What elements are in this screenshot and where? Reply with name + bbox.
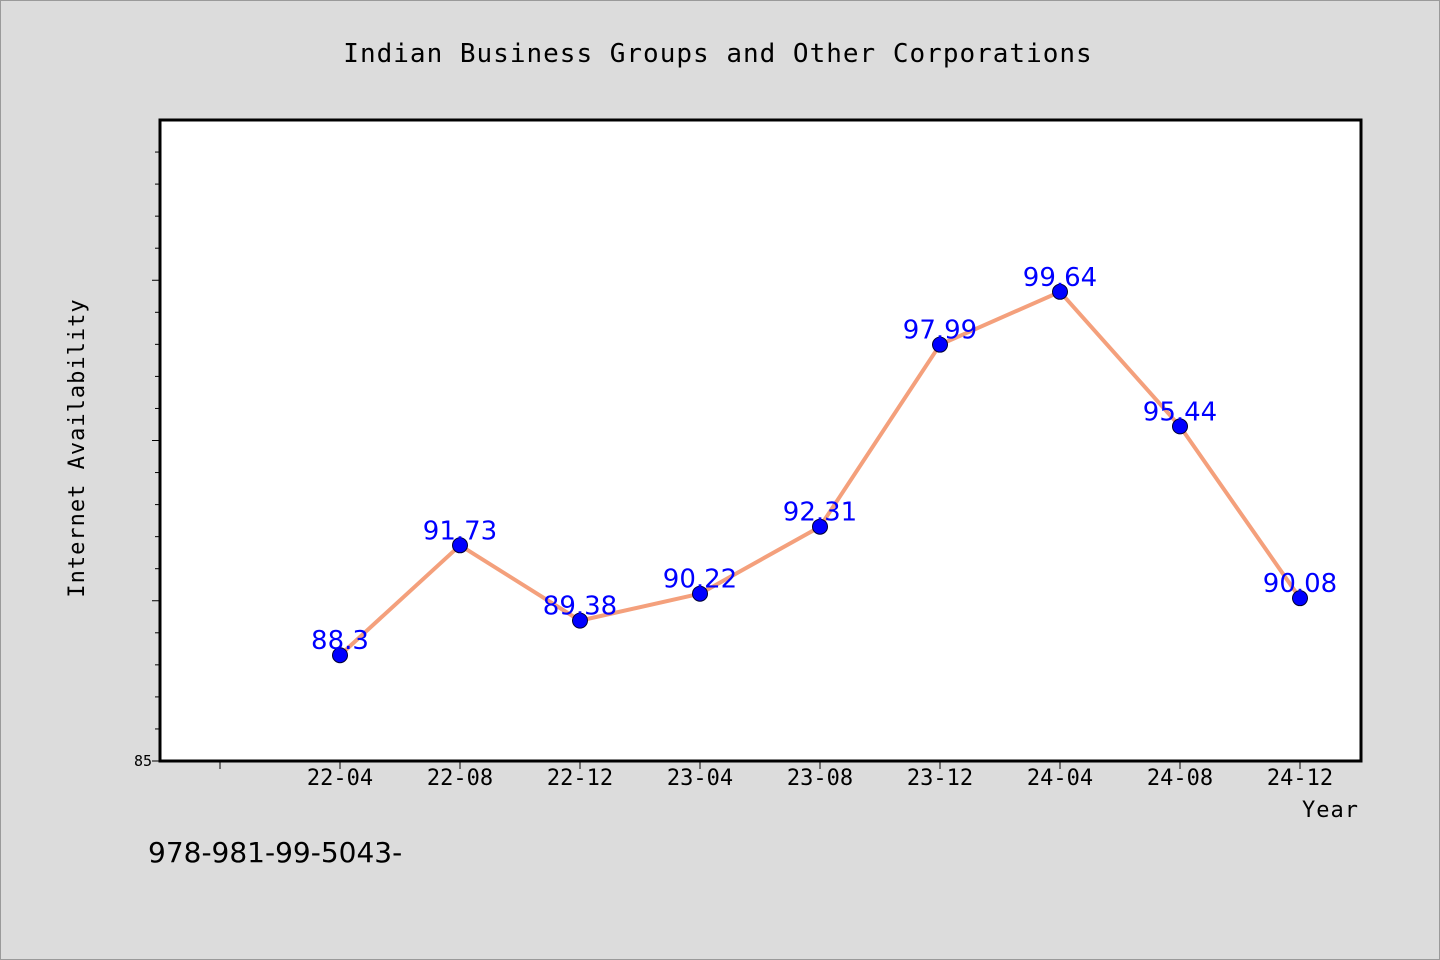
- y-tick-label: 85: [134, 752, 152, 770]
- data-label: 97.99: [903, 316, 977, 346]
- x-tick-label: 22-12: [547, 766, 613, 791]
- data-label: 91.73: [423, 516, 497, 546]
- x-tick-label: 23-12: [907, 766, 973, 791]
- data-point: [932, 336, 948, 353]
- data-label: 89.38: [543, 592, 617, 622]
- x-axis-title: Year: [1302, 798, 1359, 823]
- data-point: [1292, 590, 1308, 607]
- data-point: [572, 612, 588, 629]
- x-tick-label: 24-12: [1267, 766, 1333, 791]
- data-label: 95.44: [1143, 397, 1217, 427]
- data-point: [692, 585, 708, 602]
- data-point: [1172, 418, 1188, 435]
- series-group: 88.3 91.73 89.38 90.22 92.31 97.99 99.64 95.44 9…: [311, 263, 1337, 664]
- x-tick-label: 24-04: [1027, 766, 1093, 791]
- footer-text: 978-981-99-5043-: [148, 836, 402, 869]
- data-label: 90.22: [663, 565, 737, 595]
- x-tick-label: 22-04: [307, 766, 373, 791]
- data-point: [1052, 283, 1068, 300]
- x-tick-label: 23-04: [667, 766, 733, 791]
- data-label: 99.64: [1023, 263, 1097, 293]
- data-label: 92.31: [783, 498, 857, 528]
- x-tick-label: 22-08: [427, 766, 493, 791]
- x-tick-label: 23-08: [787, 766, 853, 791]
- x-tick-label: 24-08: [1147, 766, 1213, 791]
- data-point: [452, 537, 468, 554]
- data-label: 90.08: [1263, 569, 1337, 599]
- x-axis-ticks: 22-04 22-08 22-12 23-04 23-08 23-12 24-04 24-08…: [219, 761, 1333, 791]
- y-axis-ticks: 85: [134, 151, 160, 770]
- data-label: 88.3: [311, 626, 369, 656]
- y-axis-title: Internet Availability: [65, 298, 90, 597]
- plot-area: [158, 118, 1363, 763]
- chart-title: Indian Business Groups and Other Corpora…: [343, 39, 1092, 69]
- data-point: [332, 647, 348, 664]
- data-point: [812, 518, 828, 535]
